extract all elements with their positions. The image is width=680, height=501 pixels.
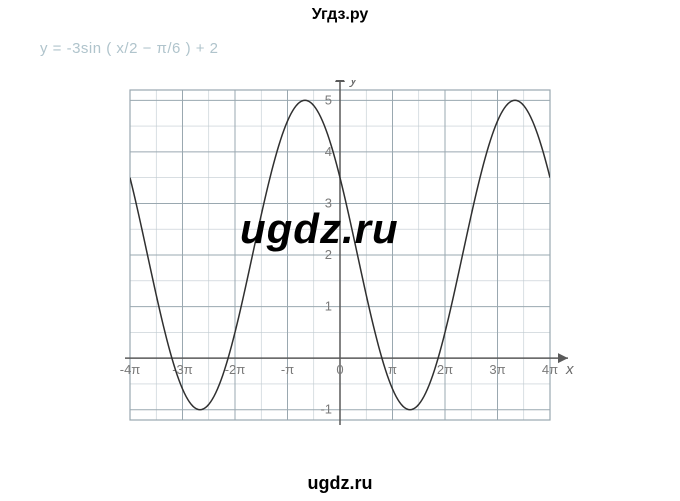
svg-text:2π: 2π	[437, 362, 453, 377]
svg-text:-4π: -4π	[120, 362, 141, 377]
chart-container: yx-4π-3π-2π-π0π2π3π4π-112345	[100, 80, 580, 450]
svg-text:0: 0	[336, 362, 343, 377]
formula-text: y = -3sin ( x/2 − π/6 ) + 2	[40, 40, 219, 57]
svg-text:-π: -π	[281, 362, 294, 377]
svg-text:x: x	[565, 361, 574, 378]
svg-text:2: 2	[325, 247, 332, 262]
svg-text:5: 5	[325, 92, 332, 107]
svg-text:-1: -1	[320, 402, 332, 417]
svg-text:4π: 4π	[542, 362, 558, 377]
svg-text:y: y	[349, 80, 359, 88]
page: Угдз.ру y = -3sin ( x/2 − π/6 ) + 2 y x -4…	[0, 0, 680, 501]
svg-text:-2π: -2π	[225, 362, 246, 377]
svg-text:1: 1	[325, 299, 332, 314]
chart-svg: yx-4π-3π-2π-π0π2π3π4π-112345	[100, 80, 580, 450]
svg-text:3π: 3π	[489, 362, 505, 377]
svg-text:3: 3	[325, 195, 332, 210]
svg-text:π: π	[388, 362, 397, 377]
watermark-small: ugdz.ru	[0, 473, 680, 494]
page-title: Угдз.ру	[0, 6, 680, 24]
